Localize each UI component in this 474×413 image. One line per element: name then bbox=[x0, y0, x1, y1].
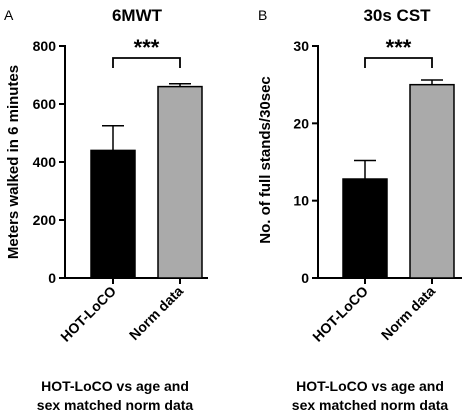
y-tick-label: 20 bbox=[293, 115, 309, 131]
y-tick-label: 30 bbox=[293, 38, 309, 54]
bar-hot-loco bbox=[342, 178, 388, 279]
chart-title-b: 30s CST bbox=[363, 6, 431, 25]
x-tick-label: Norm data bbox=[378, 283, 438, 343]
significance-label-b: *** bbox=[386, 35, 412, 60]
y-axis-label-a: Meters walked in 6 minutes bbox=[5, 65, 22, 259]
significance-bracket-a bbox=[112, 57, 181, 68]
x-tick-label: HOT-LoCO bbox=[57, 283, 119, 345]
bar-norm-data bbox=[409, 83, 455, 279]
panel-letter-a: A bbox=[4, 7, 14, 23]
panel-letter-b: B bbox=[258, 7, 267, 23]
significance-label-a: *** bbox=[134, 35, 160, 60]
y-tick-label: 0 bbox=[48, 270, 56, 286]
y-tick-label: 0 bbox=[301, 270, 309, 286]
y-tick-label: 800 bbox=[33, 38, 57, 54]
x-axis-label-b-line1: HOT-LoCO vs age and bbox=[296, 378, 444, 394]
y-tick-label: 600 bbox=[33, 96, 57, 112]
significance-bracket-b bbox=[364, 57, 433, 68]
bar-hot-loco bbox=[90, 149, 136, 279]
y-tick-label: 400 bbox=[33, 154, 57, 170]
x-axis-label-b-line2: sex matched norm data bbox=[292, 397, 449, 413]
x-axis-label-a-line1: HOT-LoCO vs age and bbox=[41, 378, 189, 394]
y-axis-label-b: No. of full stands/30sec bbox=[257, 76, 274, 244]
chart-panel-b: B 30s CST No. of full stands/30sec HOT-L… bbox=[257, 6, 462, 413]
chart-panel-a: A 6MWT Meters walked in 6 minutes HOT-Lo… bbox=[4, 6, 208, 413]
x-axis-label-a-line2: sex matched norm data bbox=[37, 397, 194, 413]
x-tick-label: HOT-LoCO bbox=[309, 283, 371, 345]
y-tick-label: 10 bbox=[293, 193, 309, 209]
chart-title-a: 6MWT bbox=[112, 6, 163, 25]
y-tick-label: 200 bbox=[33, 212, 57, 228]
bar-norm-data bbox=[157, 85, 203, 279]
x-tick-label: Norm data bbox=[126, 283, 186, 343]
